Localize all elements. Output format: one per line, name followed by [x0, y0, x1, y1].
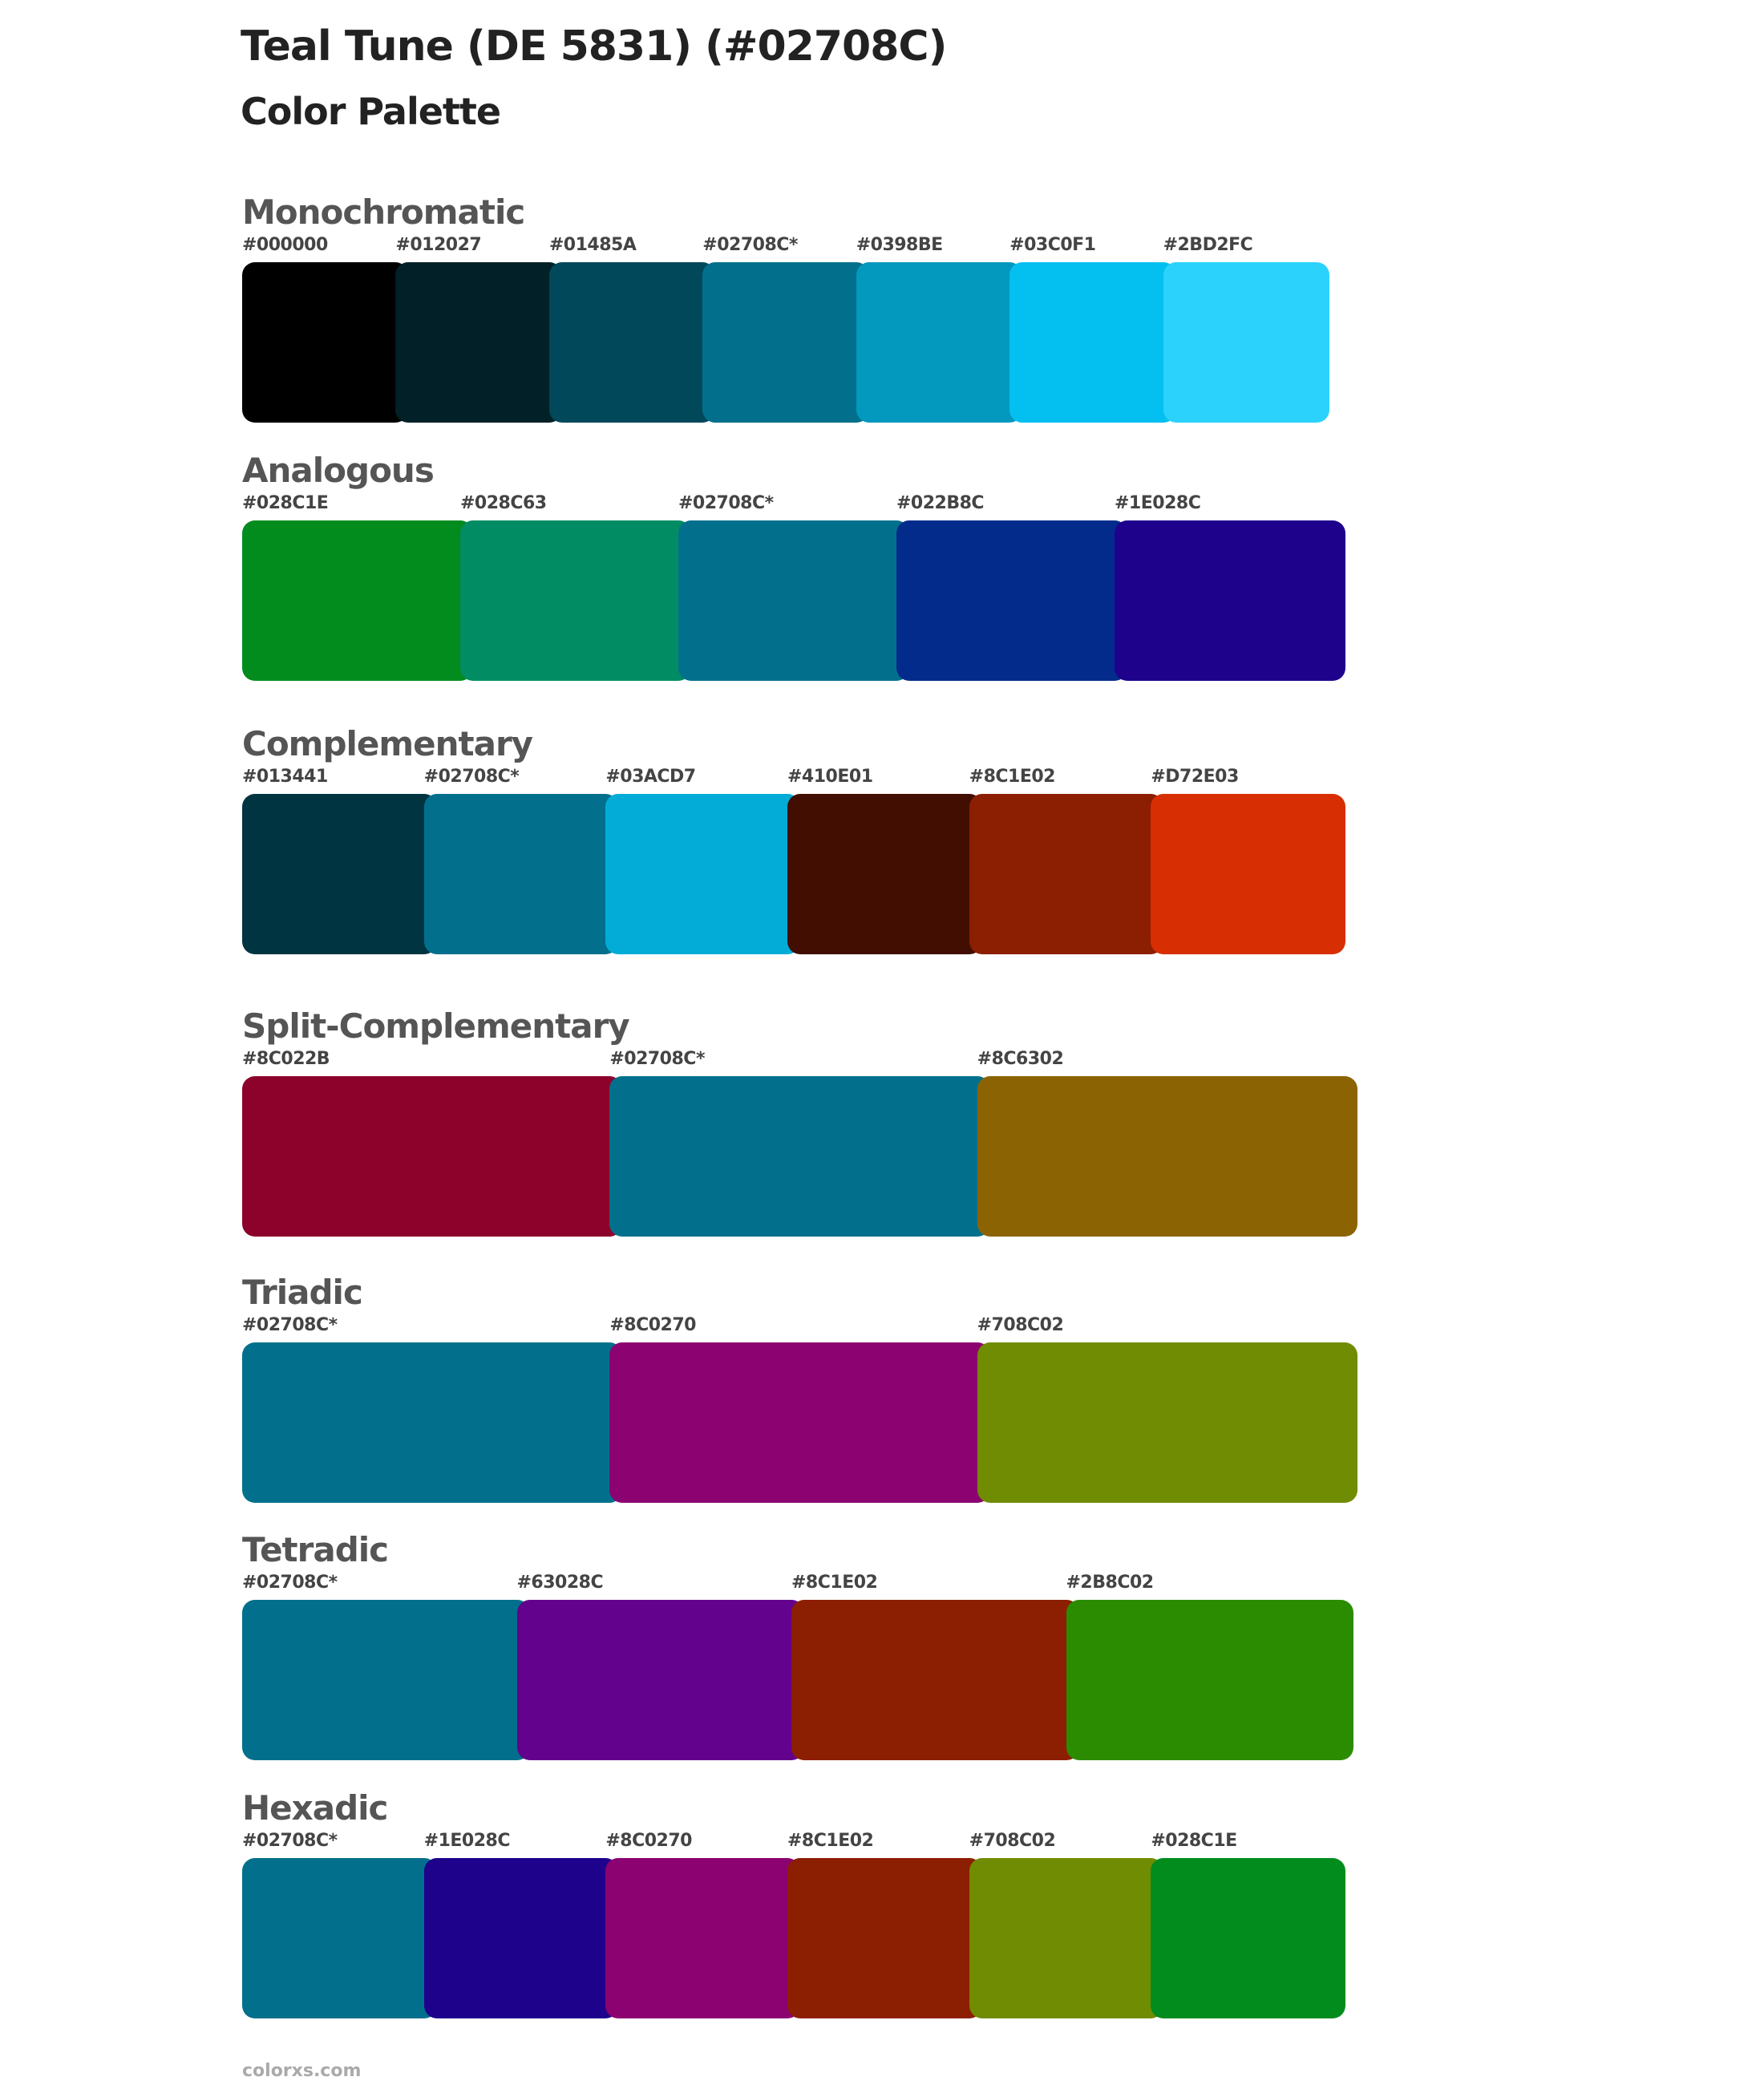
swatch-label: #02708C*: [242, 1573, 338, 1593]
section-heading: Analogous: [242, 451, 435, 490]
palette-section-tetradic: Tetradic #02708C* #63028C #8C1E02 #2B8C02: [242, 1528, 1353, 1762]
color-swatch[interactable]: [856, 262, 1023, 423]
color-swatch[interactable]: [969, 794, 1164, 954]
color-swatch[interactable]: [242, 1342, 623, 1503]
swatch-row: #02708C* #8C0270 #708C02: [242, 1315, 1357, 1504]
color-swatch[interactable]: [702, 262, 869, 423]
color-swatch[interactable]: [1115, 520, 1345, 681]
color-swatch[interactable]: [791, 1600, 1079, 1760]
color-swatch[interactable]: [896, 520, 1127, 681]
swatch-label: #01485A: [548, 235, 637, 255]
swatch-label: #8C1E02: [969, 767, 1056, 787]
palette-section-triadic: Triadic #02708C* #8C0270 #708C02: [242, 1270, 1357, 1504]
swatch-label: #0398BE: [856, 235, 943, 255]
color-swatch[interactable]: [1163, 262, 1329, 423]
color-swatch[interactable]: [242, 262, 409, 423]
swatch-label: #02708C*: [678, 493, 774, 513]
color-swatch[interactable]: [609, 1076, 990, 1237]
color-swatch[interactable]: [1009, 262, 1176, 423]
swatch-label: #2B8C02: [1066, 1573, 1155, 1593]
color-swatch[interactable]: [242, 1858, 437, 2018]
swatch-label: #028C1E: [1151, 1831, 1237, 1851]
swatch-row: #028C1E #028C63 #02708C* #022B8C #1E028C: [242, 493, 1345, 682]
page-subtitle: Color Palette: [241, 90, 501, 133]
color-swatch[interactable]: [605, 794, 800, 954]
swatch-label: #000000: [242, 235, 328, 255]
color-swatch[interactable]: [516, 1600, 804, 1760]
swatch-row: #02708C* #63028C #8C1E02 #2B8C02: [242, 1573, 1353, 1762]
color-swatch[interactable]: [242, 1076, 623, 1237]
palette-section-monochromatic: Monochromatic #000000 #012027 #01485A #02708…: [242, 190, 1329, 424]
swatch-label: #028C1E: [242, 493, 329, 513]
page-title: Teal Tune (DE 5831) (#02708C): [241, 22, 947, 71]
color-swatch[interactable]: [242, 1600, 530, 1760]
swatch-row: #013441 #02708C* #03ACD7 #410E01 #8C1E02 #D72…: [242, 767, 1345, 956]
swatch-label: #03ACD7: [605, 767, 696, 787]
section-heading: Triadic: [242, 1273, 363, 1312]
swatch-label: #63028C: [516, 1573, 604, 1593]
section-heading: Tetradic: [242, 1530, 389, 1569]
swatch-label: #8C1E02: [787, 1831, 874, 1851]
color-swatch[interactable]: [977, 1076, 1357, 1237]
palette-section-split-complementary: Split-Complementary #8C022B #02708C* #8C630…: [242, 1004, 1357, 1238]
swatch-label: #02708C*: [609, 1049, 705, 1069]
color-swatch[interactable]: [969, 1858, 1164, 2018]
swatch-label: #1E028C: [1115, 493, 1201, 513]
color-swatch[interactable]: [609, 1342, 990, 1503]
swatch-row: #02708C* #1E028C #8C0270 #8C1E02 #708C02 #028…: [242, 1831, 1345, 2020]
color-swatch[interactable]: [423, 794, 619, 954]
color-swatch[interactable]: [460, 520, 691, 681]
color-swatch[interactable]: [395, 262, 562, 423]
swatch-label: #028C63: [460, 493, 547, 513]
swatch-row: #8C022B #02708C* #8C6302: [242, 1049, 1357, 1238]
swatch-label: #02708C*: [242, 1315, 338, 1335]
palette-section-complementary: Complementary #013441 #02708C* #03ACD7 #410E…: [242, 722, 1345, 956]
swatch-label: #03C0F1: [1009, 235, 1096, 255]
swatch-label: #708C02: [969, 1831, 1056, 1851]
color-swatch[interactable]: [678, 520, 909, 681]
color-swatch[interactable]: [242, 520, 473, 681]
swatch-label: #8C1E02: [791, 1573, 878, 1593]
swatch-label: #8C6302: [977, 1049, 1064, 1069]
swatch-row: #000000 #012027 #01485A #02708C* #0398BE #03C…: [242, 235, 1329, 424]
swatch-label: #D72E03: [1151, 767, 1239, 787]
swatch-label: #708C02: [977, 1315, 1064, 1335]
swatch-label: #02708C*: [702, 235, 798, 255]
color-swatch[interactable]: [1151, 794, 1345, 954]
color-swatch[interactable]: [787, 1858, 982, 2018]
section-heading: Monochromatic: [242, 192, 525, 232]
palette-section-analogous: Analogous #028C1E #028C63 #02708C* #022B8C #1…: [242, 448, 1345, 682]
color-swatch[interactable]: [1066, 1600, 1353, 1760]
color-swatch[interactable]: [423, 1858, 619, 2018]
color-swatch[interactable]: [242, 794, 437, 954]
section-heading: Split-Complementary: [242, 1006, 630, 1046]
swatch-label: #2BD2FC: [1163, 235, 1253, 255]
swatch-label: #8C0270: [609, 1315, 696, 1335]
swatch-label: #012027: [395, 235, 482, 255]
swatch-label: #02708C*: [423, 767, 520, 787]
color-swatch[interactable]: [605, 1858, 800, 2018]
swatch-label: #8C0270: [605, 1831, 692, 1851]
color-swatch[interactable]: [787, 794, 982, 954]
swatch-label: #013441: [242, 767, 328, 787]
swatch-label: #1E028C: [423, 1831, 511, 1851]
site-credit[interactable]: colorxs.com: [242, 2061, 362, 2081]
swatch-label: #022B8C: [896, 493, 985, 513]
swatch-label: #8C022B: [242, 1049, 330, 1069]
color-swatch[interactable]: [977, 1342, 1357, 1503]
color-swatch[interactable]: [1151, 1858, 1345, 2018]
color-swatch[interactable]: [548, 262, 716, 423]
palette-section-hexadic: Hexadic #02708C* #1E028C #8C0270 #8C1E02 #708…: [242, 1786, 1345, 2020]
section-heading: Hexadic: [242, 1788, 388, 1828]
section-heading: Complementary: [242, 724, 533, 763]
swatch-label: #02708C*: [242, 1831, 338, 1851]
swatch-label: #410E01: [787, 767, 873, 787]
